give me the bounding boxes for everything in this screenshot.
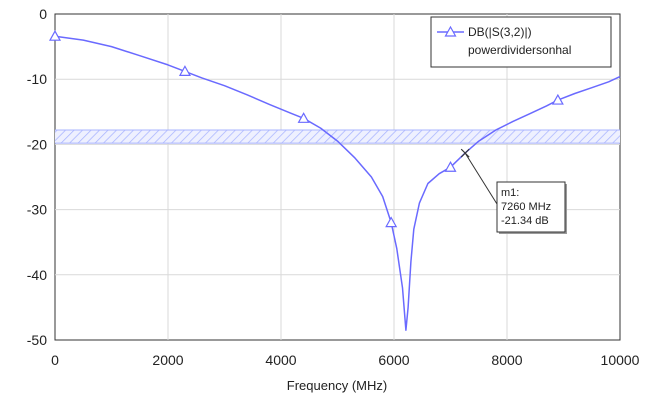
- marker-m1: m1: 7260 MHz -21.34 dB: [460, 148, 567, 234]
- data-point-triangle: [48, 29, 62, 41]
- marker-point-cross: [460, 148, 470, 158]
- data-point-triangle: [551, 93, 564, 105]
- legend-series-label: DB(|S(3,2)|): [468, 25, 532, 39]
- legend: DB(|S(3,2)|) powerdividersonhal: [430, 16, 612, 68]
- series-line: [54, 35, 621, 331]
- y-tick-label: -10: [27, 71, 47, 87]
- marker-label-line: -21.34 dB: [501, 215, 549, 227]
- legend-source-label: powerdividersonhal: [468, 43, 571, 57]
- x-tick-labels: 0 2000 4000 6000 8000 10000: [51, 352, 640, 368]
- x-tick-label: 8000: [491, 352, 522, 368]
- x-tick-label: 10000: [601, 352, 640, 368]
- y-tick-labels: 0 -10 -20 -30 -40 -50: [27, 6, 47, 348]
- y-tick-label: 0: [39, 6, 47, 22]
- y-tick-label: -40: [27, 267, 47, 283]
- legend-triangle-icon: [444, 25, 457, 37]
- legend-box: [430, 16, 612, 68]
- plot-area: [54, 13, 621, 341]
- x-axis-label: Frequency (MHz): [287, 378, 387, 393]
- limit-band-fill: [55, 130, 620, 144]
- data-point-triangle: [385, 216, 398, 228]
- x-tick-label: 6000: [378, 352, 409, 368]
- marker-label-line: m1:: [501, 187, 519, 199]
- y-tick-label: -50: [27, 332, 47, 348]
- data-point-triangle: [178, 65, 191, 76]
- series-layer: [54, 35, 621, 331]
- marker-label-line: 7260 MHz: [501, 201, 551, 213]
- marker-box: [496, 181, 566, 233]
- data-point-triangle: [444, 160, 457, 172]
- limit-band: [55, 129, 620, 144]
- y-tick-label: -20: [27, 136, 47, 152]
- x-tick-label: 2000: [152, 352, 183, 368]
- marker-leader-line: [464, 152, 498, 205]
- x-tick-label: 0: [51, 352, 59, 368]
- x-tick-label: 4000: [265, 352, 296, 368]
- data-point-triangle: [297, 112, 310, 123]
- triangle-markers: [48, 29, 564, 228]
- y-tick-label: -30: [27, 202, 47, 218]
